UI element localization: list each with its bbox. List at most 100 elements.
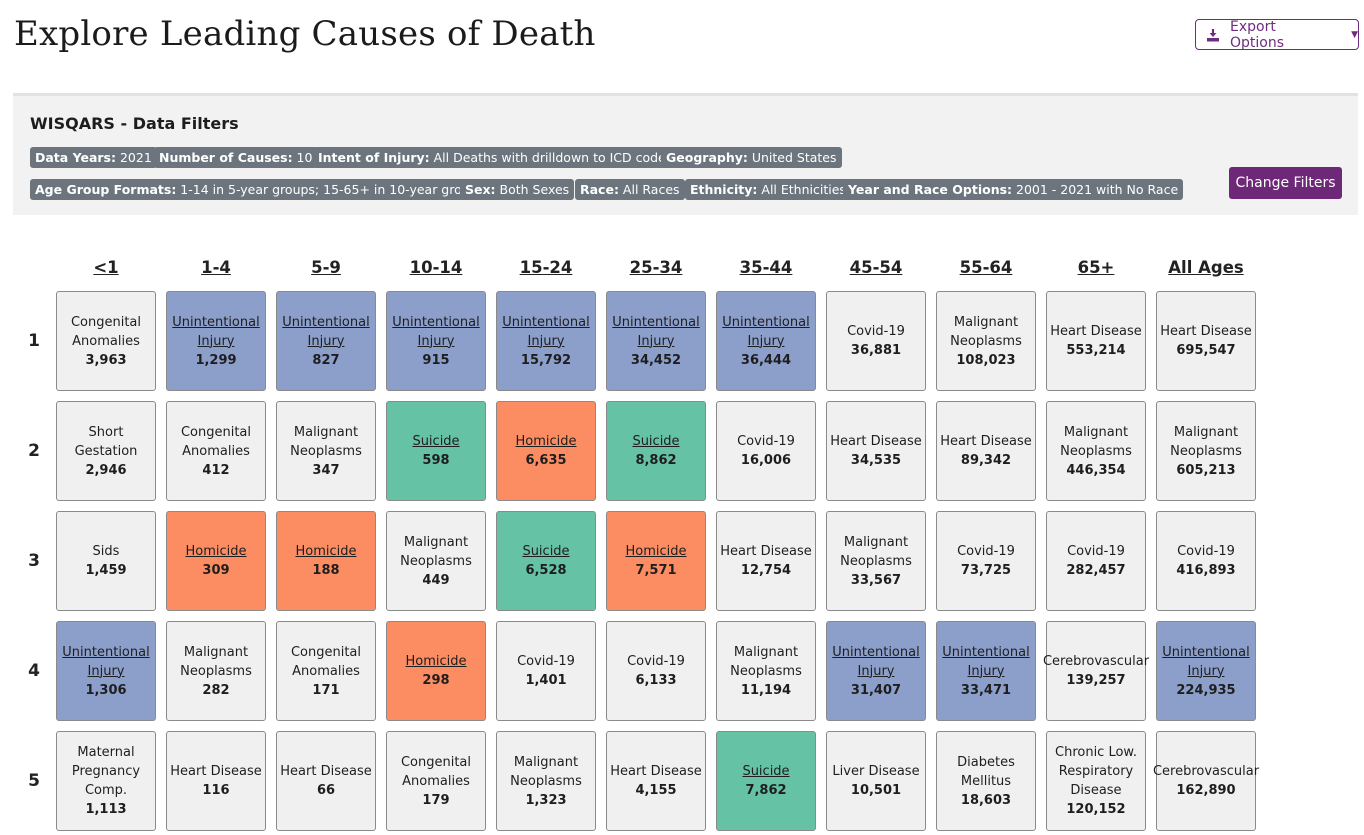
- caret-down-icon: ▼: [1351, 29, 1358, 40]
- cause-name[interactable]: Unintentional: [942, 644, 1030, 660]
- cause-cell[interactable]: Unintentional Injury 1,306: [56, 621, 156, 721]
- death-count: 10,501: [850, 783, 902, 798]
- death-count: 1,323: [525, 792, 567, 808]
- cause-cell: Heart Disease 553,214: [1046, 291, 1146, 391]
- cause-name: Neoplasms: [730, 663, 802, 679]
- cause-name[interactable]: Unintentional: [612, 314, 700, 330]
- cause-cell[interactable]: Unintentional Injury 33,471: [936, 621, 1036, 721]
- change-filters-button[interactable]: Change Filters: [1229, 167, 1342, 199]
- age-column-header[interactable]: 1-4: [201, 258, 231, 277]
- cause-name: Diabetes: [957, 754, 1015, 770]
- cause-name[interactable]: Unintentional: [722, 314, 810, 330]
- cause-name[interactable]: Suicide: [632, 434, 680, 449]
- cause-name[interactable]: Injury: [967, 663, 1005, 679]
- age-column-header[interactable]: 10-14: [409, 258, 463, 277]
- cause-cell[interactable]: Unintentional Injury 827: [276, 291, 376, 391]
- age-column-header[interactable]: 45-54: [849, 258, 903, 277]
- cause-cell[interactable]: Unintentional Injury 36,444: [716, 291, 816, 391]
- cause-name[interactable]: Homicide: [625, 544, 687, 559]
- cause-name[interactable]: Injury: [857, 663, 895, 679]
- cause-cell[interactable]: Unintentional Injury 224,935: [1156, 621, 1256, 721]
- cause-name: Malignant: [293, 424, 359, 440]
- age-column-header[interactable]: All Ages: [1168, 258, 1244, 277]
- cause-name[interactable]: Injury: [87, 663, 125, 679]
- age-column-header[interactable]: 55-64: [959, 258, 1013, 277]
- cause-name: Covid-19: [1067, 544, 1125, 559]
- cause-name[interactable]: Suicide: [412, 434, 460, 449]
- cause-cell[interactable]: Unintentional Injury 15,792: [496, 291, 596, 391]
- death-count: 1,299: [195, 352, 237, 368]
- cause-cell[interactable]: Unintentional Injury 1,299: [166, 291, 266, 391]
- cause-cell[interactable]: Unintentional Injury 31,407: [826, 621, 926, 721]
- cause-cell[interactable]: Suicide 6,528: [496, 511, 596, 611]
- cause-name[interactable]: Unintentional: [172, 314, 260, 330]
- death-count: 162,890: [1176, 783, 1236, 798]
- cause-name[interactable]: Homicide: [185, 544, 247, 559]
- cause-cell[interactable]: Homicide 6,635: [496, 401, 596, 501]
- cause-name: Heart Disease: [830, 434, 922, 449]
- cause-name: Anomalies: [182, 443, 250, 459]
- cause-name[interactable]: Suicide: [522, 544, 570, 559]
- age-column-header[interactable]: 25-34: [629, 258, 683, 277]
- cause-name: Short Gestation: [74, 424, 138, 459]
- cause-name[interactable]: Injury: [1187, 663, 1225, 679]
- cause-cell[interactable]: Homicide 188: [276, 511, 376, 611]
- cause-name[interactable]: Injury: [527, 333, 565, 349]
- cause-name: Neoplasms: [400, 553, 472, 569]
- cause-name: Neoplasms: [1060, 443, 1132, 459]
- death-count: 12,754: [740, 563, 792, 578]
- death-count: 553,214: [1066, 343, 1126, 358]
- cause-name[interactable]: Homicide: [515, 434, 577, 449]
- cause-cell: Sids 1,459: [56, 511, 156, 611]
- export-options-button[interactable]: Export Options ▼: [1195, 19, 1359, 51]
- cause-name: Mellitus: [960, 773, 1012, 789]
- death-count: 4,155: [635, 783, 677, 798]
- cause-cell[interactable]: Suicide 7,862: [716, 731, 816, 831]
- death-count: 139,257: [1066, 673, 1126, 688]
- cause-cell[interactable]: Homicide 7,571: [606, 511, 706, 611]
- death-count: 412: [202, 462, 230, 478]
- cause-name[interactable]: Injury: [417, 333, 455, 349]
- cause-name: Covid-19: [957, 544, 1015, 559]
- cause-cell[interactable]: Homicide 309: [166, 511, 266, 611]
- cause-cell[interactable]: Unintentional Injury 34,452: [606, 291, 706, 391]
- cause-name[interactable]: Unintentional: [282, 314, 370, 330]
- death-count: 915: [422, 352, 450, 368]
- cause-name[interactable]: Injury: [747, 333, 785, 349]
- cause-name: Malignant: [953, 314, 1019, 330]
- age-column-header[interactable]: 35-44: [739, 258, 793, 277]
- cause-cell: Malignant Neoplasms 605,213: [1156, 401, 1256, 501]
- cause-cell: Heart Disease 4,155: [606, 731, 706, 831]
- death-count: 120,152: [1066, 802, 1126, 817]
- cause-name: Heart Disease: [610, 764, 702, 779]
- cause-name: Malignant: [183, 644, 249, 660]
- age-column-header[interactable]: 5-9: [311, 258, 341, 277]
- cause-name[interactable]: Homicide: [405, 654, 467, 669]
- death-count: 34,535: [850, 453, 902, 468]
- cause-name: Sids: [92, 544, 120, 559]
- cause-name: Anomalies: [402, 773, 470, 789]
- cause-name: Malignant: [513, 754, 579, 770]
- cause-name: Neoplasms: [180, 663, 252, 679]
- cause-name[interactable]: Suicide: [742, 764, 790, 779]
- cause-cell[interactable]: Suicide 598: [386, 401, 486, 501]
- cause-name[interactable]: Injury: [637, 333, 675, 349]
- cause-name: Chronic Low.: [1055, 745, 1137, 760]
- cause-cell[interactable]: Homicide 298: [386, 621, 486, 721]
- cause-name[interactable]: Unintentional: [62, 644, 150, 660]
- age-column-header[interactable]: 65+: [1077, 258, 1115, 277]
- cause-name[interactable]: Homicide: [295, 544, 357, 559]
- cause-name[interactable]: Unintentional: [1162, 644, 1250, 660]
- cause-name[interactable]: Injury: [197, 333, 235, 349]
- age-column-header[interactable]: 15-24: [519, 258, 573, 277]
- cause-cell[interactable]: Unintentional Injury 915: [386, 291, 486, 391]
- cause-name[interactable]: Unintentional: [832, 644, 920, 660]
- cause-cell: Short Gestation 2,946: [56, 401, 156, 501]
- cause-name[interactable]: Unintentional: [502, 314, 590, 330]
- cause-cell: Heart Disease 12,754: [716, 511, 816, 611]
- cause-name[interactable]: Injury: [307, 333, 345, 349]
- cause-name[interactable]: Unintentional: [392, 314, 480, 330]
- age-column-header[interactable]: <1: [93, 258, 119, 277]
- cause-cell[interactable]: Suicide 8,862: [606, 401, 706, 501]
- cause-cell: Cerebrovascular 162,890: [1153, 731, 1259, 831]
